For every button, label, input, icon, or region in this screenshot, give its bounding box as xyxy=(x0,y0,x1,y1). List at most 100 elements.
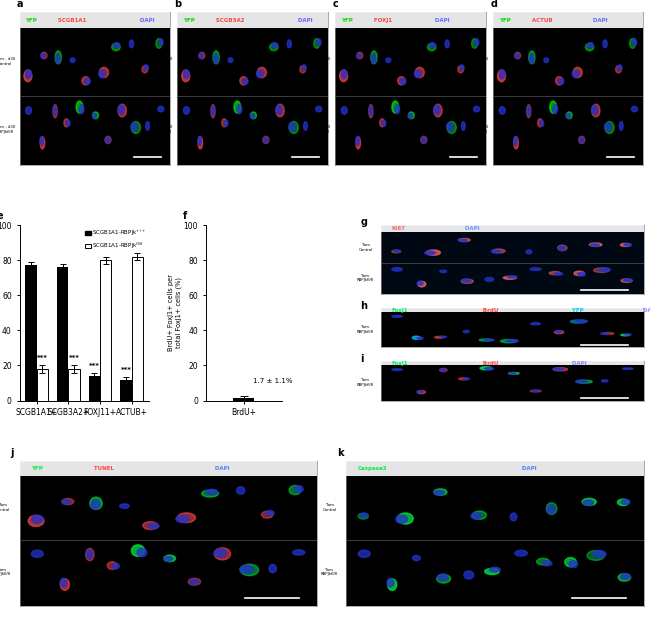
Ellipse shape xyxy=(263,136,269,143)
Ellipse shape xyxy=(530,390,541,392)
Ellipse shape xyxy=(555,331,562,333)
Ellipse shape xyxy=(240,77,248,85)
Y-axis label: BrdU+ FoxJ1+ cells per
total FoxJ1+ cells (%): BrdU+ FoxJ1+ cells per total FoxJ1+ cell… xyxy=(168,274,182,351)
Ellipse shape xyxy=(619,122,623,130)
Ellipse shape xyxy=(566,112,572,119)
Ellipse shape xyxy=(536,558,550,565)
Ellipse shape xyxy=(528,51,535,64)
Bar xyxy=(68,369,80,400)
Ellipse shape xyxy=(250,112,256,119)
Ellipse shape xyxy=(99,67,109,78)
Ellipse shape xyxy=(234,101,240,113)
Ellipse shape xyxy=(183,70,189,78)
Ellipse shape xyxy=(276,104,284,117)
Ellipse shape xyxy=(573,67,582,78)
Ellipse shape xyxy=(380,119,385,127)
Text: YFP: YFP xyxy=(341,19,353,23)
Bar xyxy=(120,379,132,400)
Ellipse shape xyxy=(603,332,614,334)
Ellipse shape xyxy=(341,107,347,114)
Text: Caspase3: Caspase3 xyxy=(358,466,388,471)
Ellipse shape xyxy=(53,106,57,116)
Ellipse shape xyxy=(590,243,602,247)
Text: c: c xyxy=(332,0,338,9)
Ellipse shape xyxy=(462,122,465,130)
Ellipse shape xyxy=(382,121,386,127)
Ellipse shape xyxy=(417,281,423,285)
Text: DAPI: DAPI xyxy=(591,19,608,23)
Ellipse shape xyxy=(434,491,444,495)
Ellipse shape xyxy=(300,66,306,73)
Ellipse shape xyxy=(392,368,402,371)
Ellipse shape xyxy=(316,106,322,112)
Ellipse shape xyxy=(357,54,361,58)
Ellipse shape xyxy=(439,270,447,273)
Ellipse shape xyxy=(425,251,435,255)
Ellipse shape xyxy=(148,523,159,529)
Ellipse shape xyxy=(176,515,189,523)
Ellipse shape xyxy=(604,122,612,131)
Ellipse shape xyxy=(544,58,549,62)
Ellipse shape xyxy=(616,66,621,73)
Ellipse shape xyxy=(472,511,486,519)
Text: ***: *** xyxy=(89,363,100,369)
Ellipse shape xyxy=(211,104,215,118)
Ellipse shape xyxy=(578,136,585,143)
Ellipse shape xyxy=(459,378,467,380)
FancyBboxPatch shape xyxy=(177,12,328,28)
Ellipse shape xyxy=(574,271,584,276)
Ellipse shape xyxy=(144,65,148,70)
Ellipse shape xyxy=(603,40,607,48)
Ellipse shape xyxy=(143,522,158,530)
Text: h: h xyxy=(360,301,367,311)
Ellipse shape xyxy=(508,373,516,375)
Ellipse shape xyxy=(412,336,421,339)
Ellipse shape xyxy=(118,105,124,114)
Ellipse shape xyxy=(202,490,218,497)
Text: SCGB1A1: SCGB1A1 xyxy=(56,19,86,23)
Text: k: k xyxy=(337,447,344,457)
Ellipse shape xyxy=(392,268,402,271)
Ellipse shape xyxy=(129,40,133,48)
Ellipse shape xyxy=(526,104,531,118)
Ellipse shape xyxy=(79,104,84,114)
Text: SCGB3A2: SCGB3A2 xyxy=(214,19,244,23)
Ellipse shape xyxy=(294,486,303,493)
Ellipse shape xyxy=(447,122,456,133)
Ellipse shape xyxy=(587,551,605,561)
Ellipse shape xyxy=(131,122,140,133)
Ellipse shape xyxy=(572,70,579,78)
Text: a: a xyxy=(16,0,23,9)
Ellipse shape xyxy=(199,53,205,59)
FancyBboxPatch shape xyxy=(382,361,644,365)
Text: DAPI: DAPI xyxy=(213,466,230,471)
Text: Tam
RBPJkfl/fl: Tam RBPJkfl/fl xyxy=(356,325,374,334)
Ellipse shape xyxy=(224,121,228,127)
Ellipse shape xyxy=(552,104,558,114)
Ellipse shape xyxy=(164,555,176,562)
Ellipse shape xyxy=(292,550,305,555)
Ellipse shape xyxy=(237,104,242,114)
Ellipse shape xyxy=(156,38,162,48)
Text: ***: *** xyxy=(69,355,79,361)
Ellipse shape xyxy=(66,121,70,127)
Ellipse shape xyxy=(621,334,630,336)
Ellipse shape xyxy=(569,561,578,568)
Ellipse shape xyxy=(621,574,630,579)
Ellipse shape xyxy=(579,137,584,143)
Text: FoxJ1: FoxJ1 xyxy=(392,308,408,313)
Ellipse shape xyxy=(529,54,534,64)
Ellipse shape xyxy=(623,368,633,370)
Ellipse shape xyxy=(553,368,567,371)
FancyBboxPatch shape xyxy=(20,12,170,28)
Ellipse shape xyxy=(250,113,255,119)
Text: Tam
Control: Tam Control xyxy=(323,503,337,512)
Ellipse shape xyxy=(182,70,190,82)
Text: YFP: YFP xyxy=(499,19,511,23)
Ellipse shape xyxy=(441,369,446,371)
Ellipse shape xyxy=(530,268,541,271)
Ellipse shape xyxy=(257,70,263,78)
Bar xyxy=(88,376,100,400)
Ellipse shape xyxy=(599,268,610,271)
Ellipse shape xyxy=(621,279,632,282)
